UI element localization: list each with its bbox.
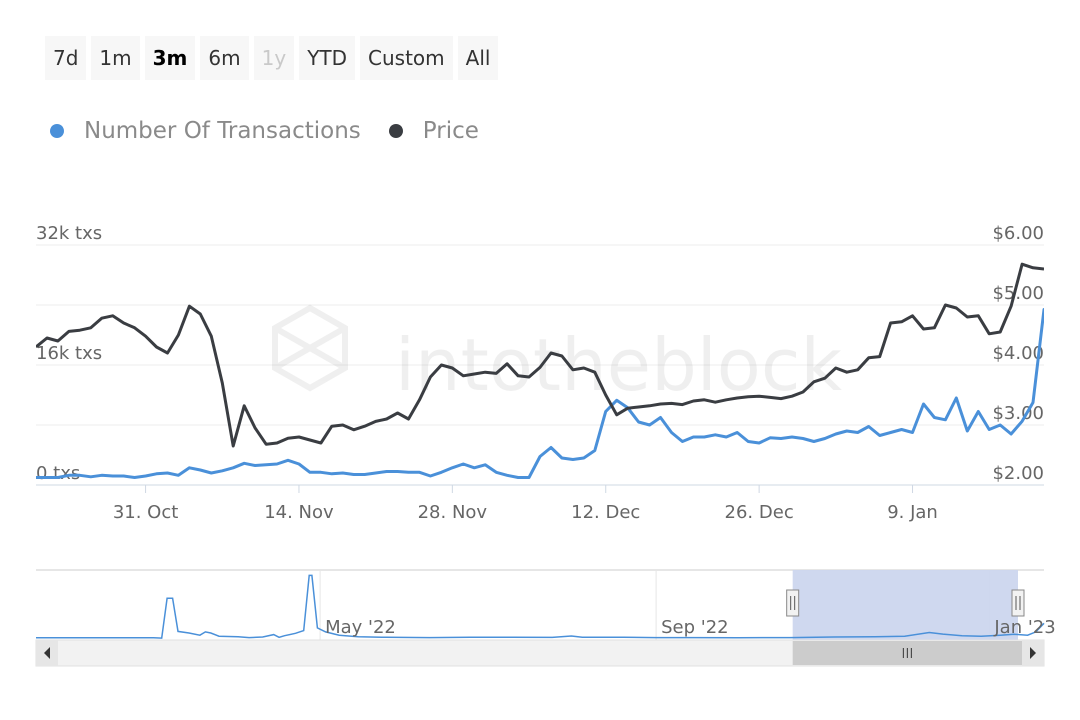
right-axis-tick: $3.00: [992, 403, 1044, 424]
range-selector: 7d 1m 3m 6m 1y YTD Custom All: [45, 36, 499, 80]
transactions-series-line: [36, 308, 1044, 479]
main-chart[interactable]: intotheblock $2.00 $3.00 $4.00 $5.00 $6.00 0 …: [0, 200, 1080, 530]
scroll-right-arrow-icon: [1030, 647, 1036, 659]
x-axis-tick: 28. Nov: [418, 502, 488, 523]
legend-label-price: Price: [422, 118, 479, 144]
price-series-line: [36, 262, 1044, 448]
left-axis-tick: 16k txs: [36, 343, 102, 364]
navigator[interactable]: May '22 Sep '22 Jan '23: [0, 565, 1080, 675]
x-axis-tick: 14. Nov: [264, 502, 334, 523]
range-button-1y: 1y: [253, 36, 295, 80]
scroll-left-arrow-icon: [44, 647, 50, 659]
navigator-selection[interactable]: [792, 570, 1018, 640]
legend-dot-transactions: [50, 124, 64, 138]
navigator-series-line: [36, 574, 1045, 639]
watermark-logo: intotheblock: [272, 304, 842, 407]
left-axis-tick: 0 txs: [36, 463, 80, 484]
x-axis-tick: 26. Dec: [725, 502, 794, 523]
right-axis-tick: $6.00: [992, 223, 1044, 244]
range-button-all[interactable]: All: [457, 36, 499, 80]
navigator-label: Sep '22: [661, 617, 729, 638]
legend-item-price[interactable]: Price: [388, 118, 479, 144]
x-axis-tick: 12. Dec: [571, 502, 640, 523]
right-axis-tick: $4.00: [992, 343, 1044, 364]
range-button-1m[interactable]: 1m: [91, 36, 140, 80]
x-axis-tick: 31. Oct: [113, 502, 178, 523]
right-axis-tick: $2.00: [992, 463, 1044, 484]
svg-text:intotheblock: intotheblock: [395, 323, 842, 407]
navigator-handle-left[interactable]: [786, 589, 800, 617]
series-layer: [36, 262, 1044, 479]
legend-dot-price: [388, 124, 403, 138]
navigator-handle-right[interactable]: [1011, 589, 1025, 617]
range-button-6m[interactable]: 6m: [200, 36, 249, 80]
navigator-scrollbar[interactable]: [35, 639, 1045, 667]
range-button-custom[interactable]: Custom: [360, 36, 453, 80]
navigator-label: May '22: [325, 617, 396, 638]
range-button-3m[interactable]: 3m: [144, 36, 196, 80]
right-axis-tick: $5.00: [992, 283, 1044, 304]
legend: Number Of Transactions Price: [50, 118, 507, 144]
legend-item-transactions[interactable]: Number Of Transactions: [50, 118, 361, 144]
legend-label-transactions: Number Of Transactions: [84, 118, 361, 144]
left-axis-tick: 32k txs: [36, 223, 102, 244]
range-button-7d[interactable]: 7d: [45, 36, 87, 80]
range-button-ytd[interactable]: YTD: [299, 36, 356, 80]
navigator-layer: May '22 Sep '22 Jan '23: [35, 569, 1056, 667]
x-axis-tick: 9. Jan: [887, 502, 938, 523]
navigator-label: Jan '23: [993, 617, 1055, 638]
